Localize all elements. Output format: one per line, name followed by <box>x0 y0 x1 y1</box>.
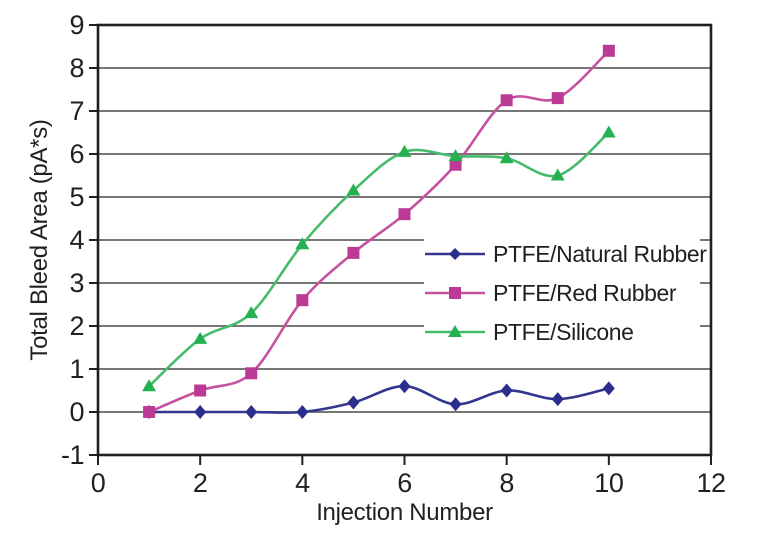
series-ptfe-natural-rubber <box>143 379 615 419</box>
legend-item-natural-rubber: PTFE/Natural Rubber <box>424 237 707 271</box>
y-axis-title: Total Bleed Area (pA*s) <box>26 119 53 361</box>
series-ptfe-silicone <box>142 125 616 392</box>
y-tick-label: 1 <box>69 354 84 384</box>
legend-label: PTFE/Natural Rubber <box>493 240 707 267</box>
x-tick-label: 0 <box>91 468 106 498</box>
y-tick-label: 8 <box>69 53 84 83</box>
legend-label: PTFE/Silicone <box>493 318 634 345</box>
x-tick-label: 12 <box>696 468 725 498</box>
legend: PTFE/Natural Rubber PTFE/Red Rubber PTFE… <box>424 237 707 349</box>
y-tick-label: 0 <box>69 397 84 427</box>
legend-label: PTFE/Red Rubber <box>493 279 677 306</box>
legend-marker-triangle-icon <box>425 325 485 337</box>
x-tick-label: 4 <box>295 468 310 498</box>
x-tick-label: 2 <box>193 468 208 498</box>
legend-marker-square-icon <box>425 287 485 299</box>
plot-border <box>96 23 713 457</box>
y-tick-label: 5 <box>69 182 84 212</box>
y-tick-label: 6 <box>69 139 84 169</box>
y-tick-label: 2 <box>69 311 84 341</box>
y-tick-label: 4 <box>69 225 84 255</box>
x-tick-label: 6 <box>397 468 412 498</box>
series-ptfe-red-rubber <box>143 44 615 418</box>
gridlines <box>98 67 711 413</box>
y-tick-label: 3 <box>69 268 84 298</box>
legend-item-red-rubber: PTFE/Red Rubber <box>424 276 700 310</box>
x-tick-label: 10 <box>594 468 623 498</box>
legend-item-silicone: PTFE/Silicone <box>424 315 700 349</box>
x-axis-title: Injection Number <box>316 499 493 526</box>
y-tick-label: 9 <box>69 10 84 40</box>
y-tick-label: -1 <box>61 440 84 470</box>
y-tick-label: 7 <box>69 96 84 126</box>
legend-marker-diamond-icon <box>425 248 485 260</box>
x-tick-label: 8 <box>499 468 514 498</box>
